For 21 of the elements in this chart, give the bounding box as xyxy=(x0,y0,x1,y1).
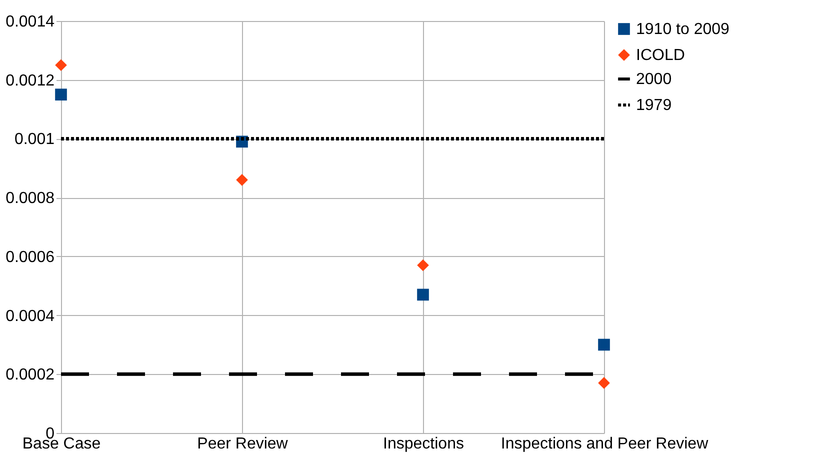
point xyxy=(55,88,67,100)
point xyxy=(417,288,429,301)
y-tick-label: 0.0008 xyxy=(6,190,55,208)
point xyxy=(236,174,248,186)
y-tick-label: 0.001 xyxy=(14,131,55,148)
y-tick-label: 0.0012 xyxy=(6,72,55,90)
x-tick-label: Inspections xyxy=(383,436,464,452)
y-tick-label: 0.0006 xyxy=(6,248,55,266)
legend-label: 2000 xyxy=(636,71,672,88)
y-tick-label: 0.0002 xyxy=(6,366,55,384)
point xyxy=(598,377,610,389)
legend-label: 1979 xyxy=(636,97,672,114)
legend-label: ICOLD xyxy=(636,47,685,64)
y-tick-label: 0.0014 xyxy=(6,14,55,30)
legend-label: 1910 to 2009 xyxy=(636,21,730,38)
point xyxy=(417,259,429,272)
point xyxy=(55,59,67,72)
x-tick-label: Peer Review xyxy=(197,436,288,452)
x-tick-label: Inspections and Peer Review xyxy=(500,436,709,452)
y-tick-label: 0.0004 xyxy=(6,308,55,325)
point xyxy=(598,338,610,351)
